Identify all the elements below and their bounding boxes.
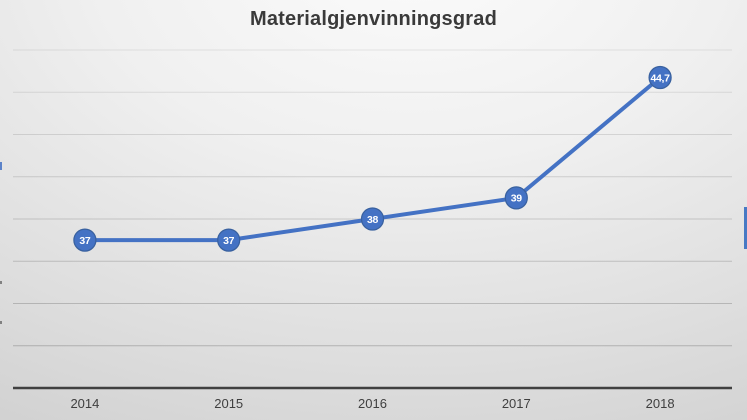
cropped-edge-artifact-left-speck	[0, 281, 2, 284]
data-point-marker	[648, 65, 672, 90]
cropped-edge-artifact-right-blue	[744, 207, 747, 249]
data-point-label: 37	[79, 235, 91, 247]
data-point-label: 39	[511, 193, 523, 205]
chart-title: Materialgjenvinningsgrad	[249, 8, 498, 30]
data-point-marker	[217, 228, 241, 252]
data-point-label: 44,7	[650, 72, 670, 84]
data-point-marker	[360, 207, 385, 231]
data-point-label: 38	[367, 214, 379, 226]
x-tick-label: 2016	[358, 396, 387, 411]
cropped-edge-artifact-left-blue	[0, 162, 2, 170]
x-tick-label: 2017	[502, 396, 531, 411]
data-point-marker	[504, 186, 528, 210]
data-point-label: 37	[223, 235, 235, 247]
x-tick-label: 2015	[214, 396, 243, 411]
x-tick-label: 2018	[646, 396, 675, 411]
cropped-edge-artifact-left-speck	[0, 321, 2, 324]
x-tick-label: 2014	[70, 396, 99, 411]
data-point-marker	[73, 228, 97, 252]
